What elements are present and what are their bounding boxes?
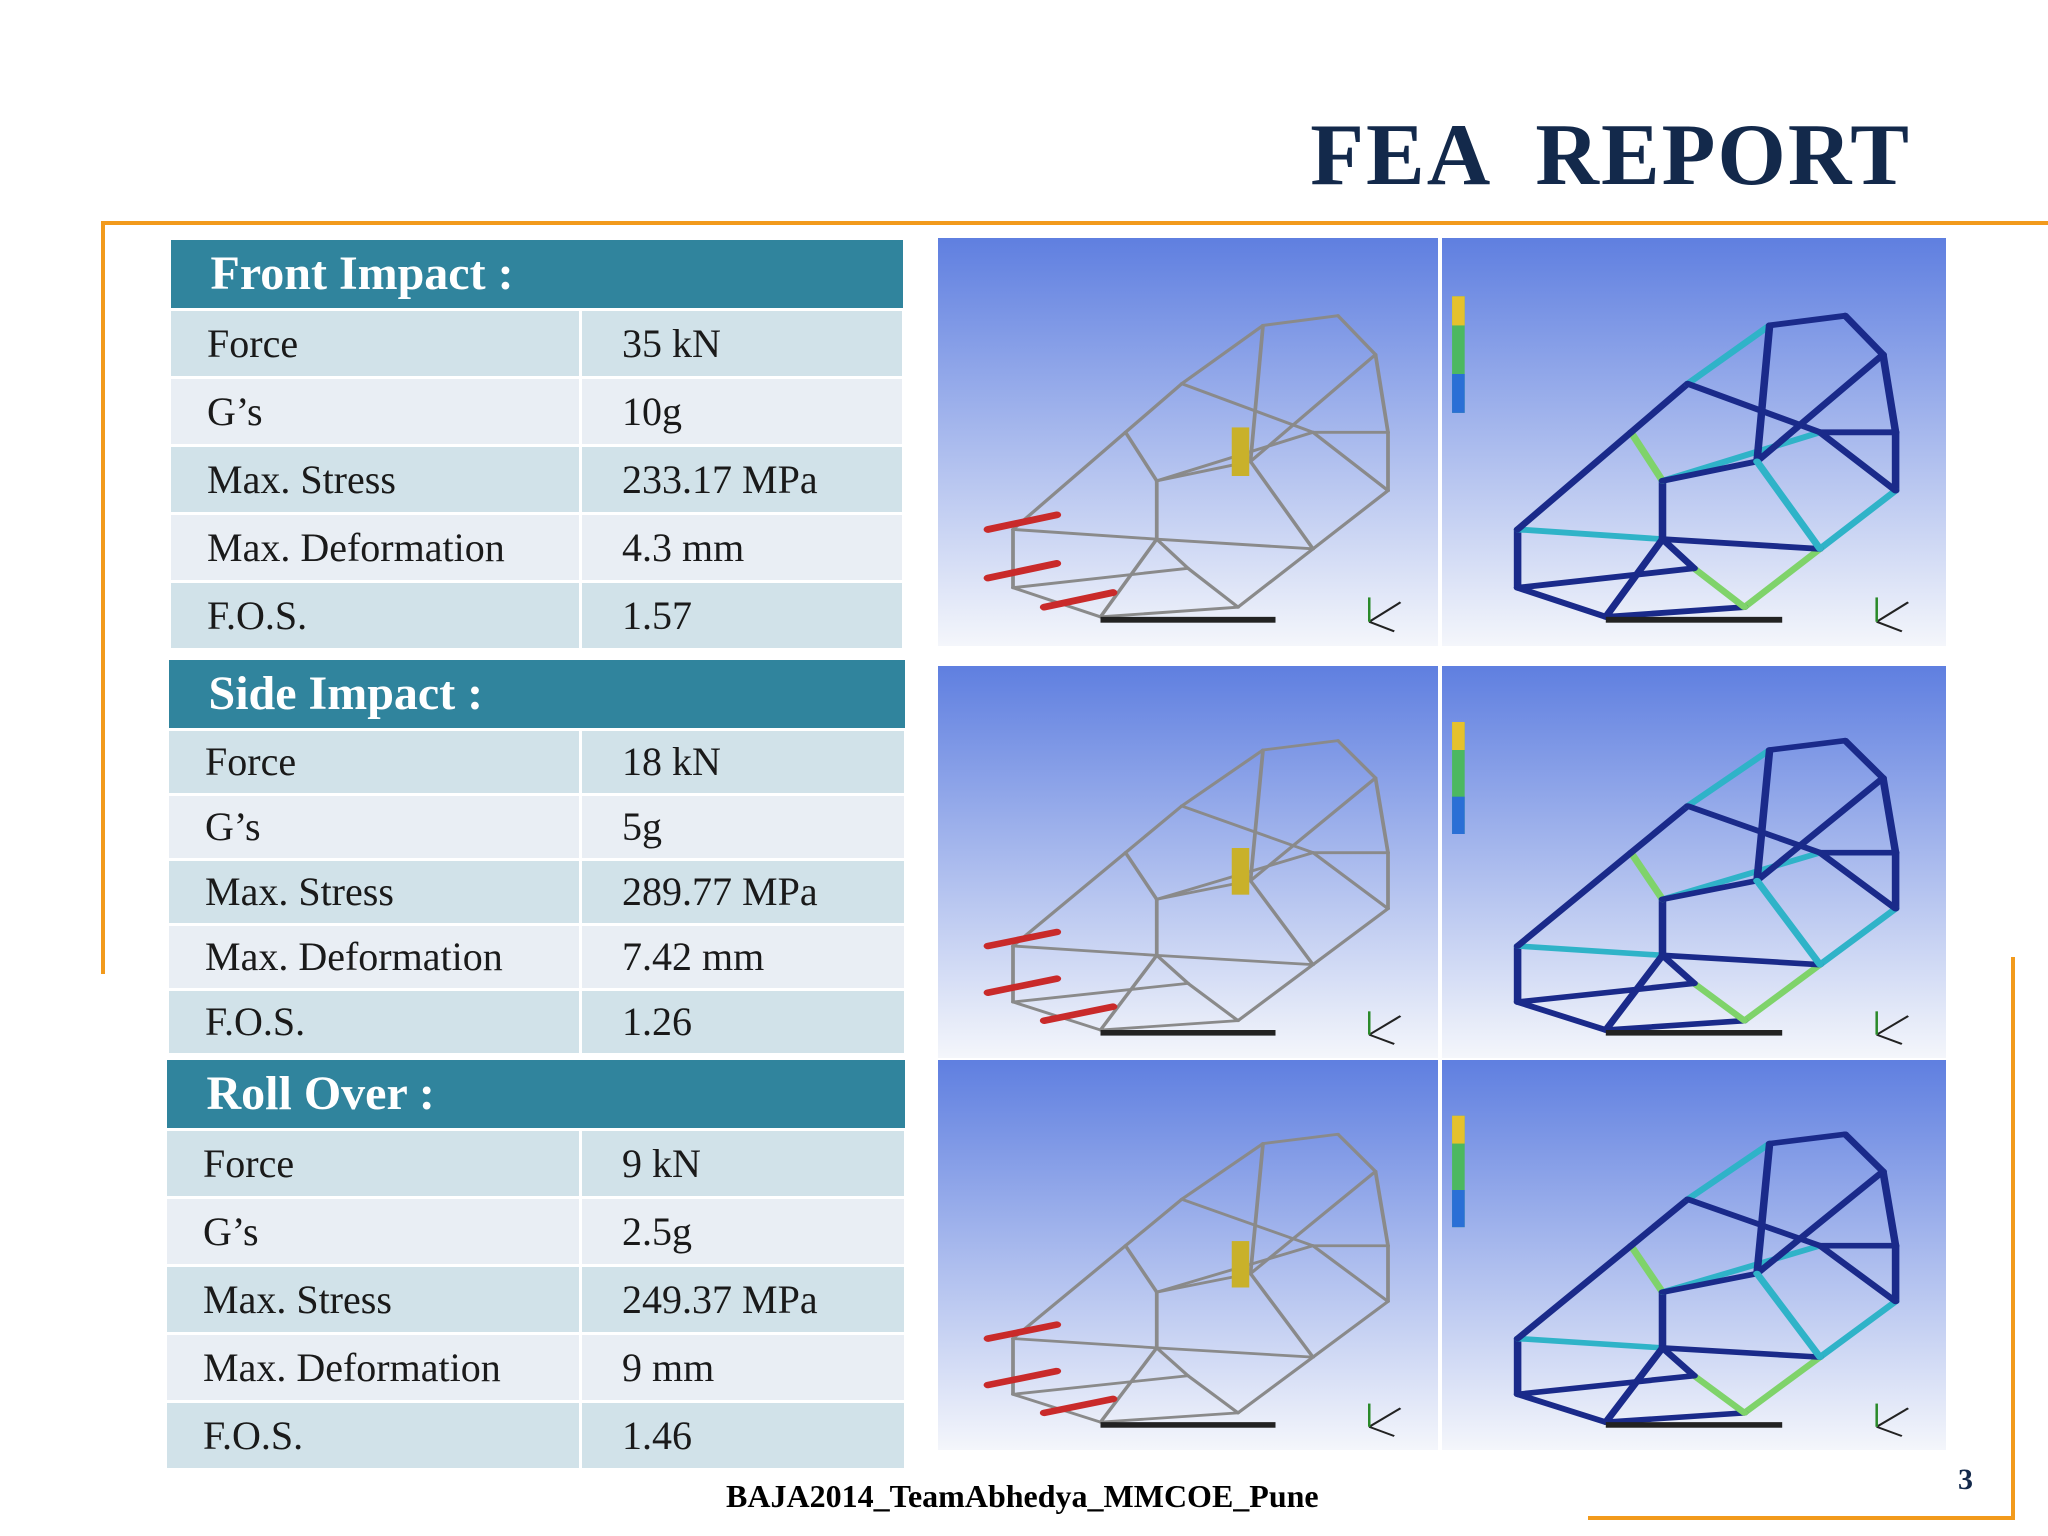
row-value: 2.5g: [579, 1195, 907, 1267]
side-impact-table: Side Impact : Force 18 kN G’s 5g Max. Stre…: [166, 658, 908, 1056]
row-label: Force: [168, 307, 582, 379]
row-label: Force: [166, 727, 582, 796]
table-row: G’s 5g: [166, 792, 908, 861]
row-value: 9 mm: [579, 1331, 907, 1403]
row-value: 4.3 mm: [578, 511, 906, 583]
roll-over-stress-image: [1442, 1060, 1946, 1450]
row-value: 9 kN: [579, 1127, 907, 1199]
row-label: F.O.S.: [166, 987, 582, 1056]
roll-over-table: Roll Over : Force 9 kN G’s 2.5g Max. Stres…: [164, 1058, 907, 1471]
table-row: Max. Stress 233.17 MPa: [168, 443, 906, 515]
row-label: G’s: [166, 792, 582, 861]
frame-with-arrows-icon: [938, 238, 1438, 646]
table-row: F.O.S. 1.26: [166, 987, 908, 1056]
frame-with-arrows-icon: [938, 1060, 1438, 1450]
stress-contour-frame-icon: [1442, 666, 1946, 1058]
front-impact-stress-image: [1442, 238, 1946, 646]
row-label: Max. Deformation: [166, 922, 582, 991]
table-row: Max. Stress 289.77 MPa: [166, 857, 908, 926]
footer-text: BAJA2014_TeamAbhedya_MMCOE_Pune: [726, 1478, 1319, 1514]
row-value: 233.17 MPa: [578, 443, 906, 515]
row-label: Max. Deformation: [164, 1331, 582, 1403]
slide-title: FEA REPORT: [1310, 107, 1911, 204]
row-value: 289.77 MPa: [578, 857, 908, 926]
page-number: 3: [1958, 1463, 1973, 1496]
front-impact-loads-image: [938, 238, 1438, 646]
table-row: Max. Stress 249.37 MPa: [164, 1263, 907, 1335]
orange-frame-left: [101, 221, 105, 974]
row-label: Max. Stress: [166, 857, 582, 926]
stress-contour-frame-icon: [1442, 1060, 1946, 1450]
table-row: Force 9 kN: [164, 1127, 907, 1199]
orange-frame-bottom: [1588, 1516, 2015, 1520]
row-value: 1.46: [579, 1399, 907, 1471]
table-row: Max. Deformation 9 mm: [164, 1331, 907, 1403]
roll-over-heading: Roll Over :: [164, 1058, 907, 1130]
row-value: 18 kN: [578, 727, 908, 796]
row-value: 1.57: [578, 579, 906, 651]
side-impact-stress-image: [1442, 666, 1946, 1058]
table-row: G’s 10g: [168, 375, 906, 447]
row-value: 7.42 mm: [578, 922, 908, 991]
front-impact-table: Front Impact : Force 35 kN G’s 10g Max. St…: [168, 238, 906, 651]
table-row: Force 35 kN: [168, 307, 906, 379]
row-label: G’s: [168, 375, 582, 447]
table-row: Max. Deformation 7.42 mm: [166, 922, 908, 991]
row-label: G’s: [164, 1195, 582, 1267]
row-value: 249.37 MPa: [579, 1263, 907, 1335]
row-value: 5g: [578, 792, 908, 861]
table-row: F.O.S. 1.46: [164, 1399, 907, 1471]
row-label: Max. Deformation: [168, 511, 582, 583]
row-label: Max. Stress: [164, 1263, 582, 1335]
table-row: F.O.S. 1.57: [168, 579, 906, 651]
front-impact-heading: Front Impact :: [168, 238, 905, 310]
row-value: 35 kN: [578, 307, 906, 379]
table-row: Max. Deformation 4.3 mm: [168, 511, 906, 583]
side-impact-loads-image: [938, 666, 1438, 1058]
stress-contour-frame-icon: [1442, 238, 1946, 646]
orange-frame-top: [101, 221, 2048, 225]
row-value: 10g: [578, 375, 906, 447]
table-row: Force 18 kN: [166, 727, 908, 796]
frame-with-arrows-icon: [938, 666, 1438, 1058]
row-label: Force: [164, 1127, 582, 1199]
row-label: Max. Stress: [168, 443, 582, 515]
row-value: 1.26: [578, 987, 908, 1056]
side-impact-heading: Side Impact :: [166, 658, 907, 730]
table-row: G’s 2.5g: [164, 1195, 907, 1267]
roll-over-loads-image: [938, 1060, 1438, 1450]
row-label: F.O.S.: [168, 579, 582, 651]
orange-frame-right: [2011, 957, 2015, 1517]
row-label: F.O.S.: [164, 1399, 582, 1471]
